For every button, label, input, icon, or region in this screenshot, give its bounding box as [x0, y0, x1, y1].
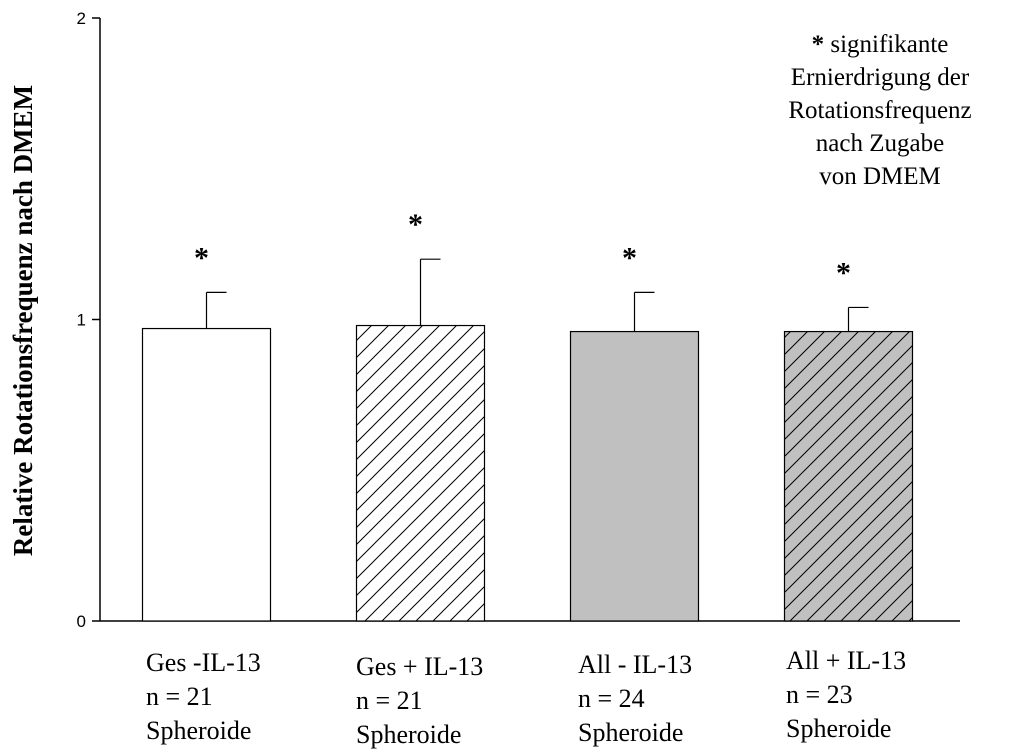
category-unit: Spheroide — [356, 720, 462, 749]
category-unit: Spheroide — [146, 716, 252, 745]
significance-star-2: * — [408, 208, 423, 241]
note-line-4: nach Zugabe — [815, 130, 945, 157]
category-unit: Spheroide — [578, 718, 684, 747]
category-unit: Spheroide — [786, 714, 892, 743]
category-name: All - IL-13 — [578, 650, 693, 679]
category-name: Ges + IL-13 — [356, 652, 484, 681]
category-label-4: All + IL-13 n = 23 Spheroide — [786, 644, 906, 746]
category-label-3: All - IL-13 n = 24 Spheroide — [578, 648, 692, 750]
bar-3 — [569, 330, 700, 622]
note-line-3: Rotationsfrequenz — [788, 97, 972, 124]
category-n: n = 24 — [578, 684, 645, 713]
bar-4 — [783, 330, 914, 622]
y-tick-label-2: 2 — [77, 9, 86, 28]
y-axis-label-container: Relative Rotationsfrequenz nach DMEM — [0, 0, 54, 640]
category-n: n = 21 — [146, 682, 213, 711]
significance-star-4: * — [836, 256, 851, 289]
category-label-2: Ges + IL-13 n = 21 Spheroide — [356, 650, 483, 752]
category-n: n = 21 — [356, 686, 423, 715]
y-tick-label-0: 0 — [77, 612, 86, 631]
note-line-1: signifikante — [830, 31, 949, 58]
bar-2 — [355, 324, 486, 622]
category-name: Ges -IL-13 — [146, 648, 261, 677]
note-line-2: Ernierdrigung der — [790, 64, 970, 91]
category-name: All + IL-13 — [786, 646, 907, 675]
bar-1 — [141, 327, 272, 622]
category-n: n = 23 — [786, 680, 853, 709]
note-star: * — [811, 31, 825, 58]
significance-note: * signifikante Ernierdrigung der Rotatio… — [760, 28, 1000, 193]
y-tick-label-1: 1 — [77, 311, 86, 330]
note-line-5: von DMEM — [819, 163, 941, 190]
category-label-1: Ges -IL-13 n = 21 Spheroide — [146, 646, 261, 748]
bars: * * * * — [141, 208, 914, 622]
significance-star-1: * — [194, 241, 209, 274]
significance-star-3: * — [622, 241, 637, 274]
y-axis-label: Relative Rotationsfrequenz nach DMEM — [8, 84, 39, 556]
